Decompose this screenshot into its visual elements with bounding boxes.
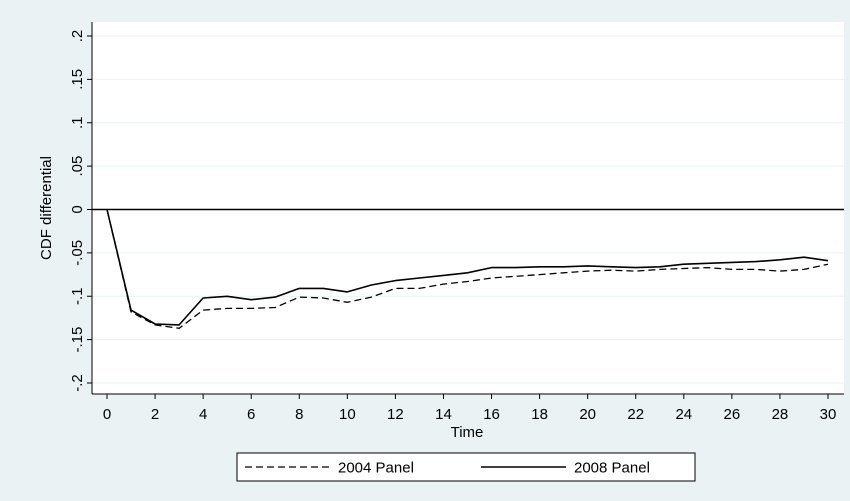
x-tick-label: 26 xyxy=(724,406,741,423)
x-tick-label: 12 xyxy=(387,406,404,423)
x-tick-label: 0 xyxy=(103,406,111,423)
plot-area xyxy=(92,22,844,394)
x-tick-label: 24 xyxy=(675,406,692,423)
x-tick-label: 22 xyxy=(627,406,644,423)
y-tick-label: -.15 xyxy=(69,327,86,353)
x-tick-label: 18 xyxy=(531,406,548,423)
series-lines xyxy=(106,209,829,329)
x-tick-label: 4 xyxy=(199,406,207,423)
y-tick-labels: .2 .15 .1 .05 0 -.05 -.1 -.15 -.2 xyxy=(69,30,86,392)
x-tick-labels: 0 2 4 6 8 10 12 14 16 18 20 22 24 26 28 30 xyxy=(103,406,837,423)
y-tick-label: .1 xyxy=(69,116,86,129)
x-tick-label: 16 xyxy=(483,406,500,423)
x-tick-label: 14 xyxy=(435,406,452,423)
y-tick-label: .15 xyxy=(69,69,86,90)
series-line-2004-panel xyxy=(106,209,829,329)
y-tick-label: -.2 xyxy=(69,374,86,392)
x-tick-label: 2 xyxy=(151,406,159,423)
x-tick-label: 8 xyxy=(295,406,303,423)
gridlines xyxy=(92,35,844,384)
x-tick-label: 30 xyxy=(820,406,837,423)
y-tick-label: 0 xyxy=(69,205,86,213)
x-tick-label: 6 xyxy=(247,406,255,423)
x-tick-label: 10 xyxy=(339,406,356,423)
y-tick-label: .05 xyxy=(69,156,86,177)
legend: 2004 Panel 2008 Panel xyxy=(236,452,696,482)
y-tick-label: -.1 xyxy=(69,287,86,305)
y-tick-label: -.05 xyxy=(69,240,86,266)
y-axis-label: CDF differential xyxy=(38,156,55,260)
axes xyxy=(87,22,844,399)
x-tick-label: 28 xyxy=(772,406,789,423)
legend-label-2004-panel: 2004 Panel xyxy=(338,460,414,477)
x-axis-label: Time xyxy=(451,424,484,441)
legend-label-2008-panel: 2008 Panel xyxy=(574,460,650,477)
series-line-2008-panel xyxy=(106,209,829,326)
x-tick-label: 20 xyxy=(579,406,596,423)
y-tick-label: .2 xyxy=(69,30,86,43)
